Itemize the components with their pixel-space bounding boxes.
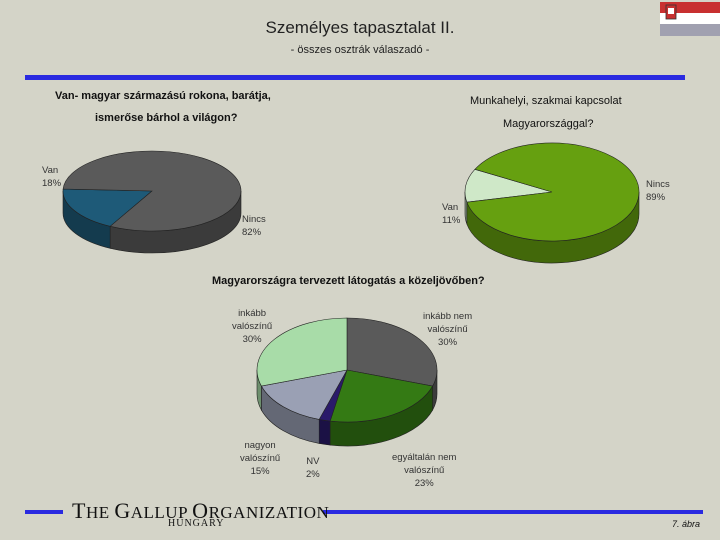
footer-rule-left bbox=[25, 510, 63, 514]
pie-1-slice-1 bbox=[62, 150, 242, 232]
chart3-label-inkabbnem: inkább nem valószínű 30% bbox=[423, 311, 473, 348]
chart3-question: Magyarországra tervezett látogatás a köz… bbox=[212, 275, 485, 287]
gallup-logo: THE GALLUP ORGANIZATION bbox=[72, 498, 330, 523]
pie-3-side-2 bbox=[318, 419, 331, 446]
pie-3-slice-4 bbox=[256, 317, 348, 387]
page-subtitle: - összes osztrák válaszadó - bbox=[290, 44, 430, 56]
chart2-question-line1: Munkahelyi, szakmai kapcsolat bbox=[470, 95, 622, 107]
pie-3-slice-1 bbox=[329, 369, 434, 423]
flag-logo-icon bbox=[660, 2, 720, 36]
pie-chart-3 bbox=[256, 317, 438, 447]
chart3-label-nagyon: nagyon valószínű 15% bbox=[240, 440, 281, 477]
chart3-label-inkabb: inkább valószínű 30% bbox=[232, 308, 273, 345]
chart3-label-nv: NV 2% bbox=[306, 456, 320, 480]
pie-2-slice-1 bbox=[466, 142, 640, 242]
pie-3-slice-0 bbox=[346, 317, 438, 387]
chart2-question-line2: Magyarországgal? bbox=[503, 118, 594, 130]
header-rule bbox=[25, 75, 685, 80]
chart1-label-van: Van 18% bbox=[42, 165, 62, 189]
page-number: 7. ábra bbox=[672, 519, 701, 529]
footer-rule-right bbox=[323, 510, 703, 514]
pie-3-slice-3 bbox=[260, 369, 348, 420]
chart2-label-nincs: Nincs 89% bbox=[646, 179, 670, 203]
pie-1-slice-0 bbox=[62, 188, 153, 227]
pie-chart-1 bbox=[62, 150, 242, 254]
chart2-label-van: Van 11% bbox=[442, 202, 461, 226]
gallup-country: HUNGARY bbox=[168, 518, 225, 529]
chart1-question-line1: Van- magyar származású rokona, barátja, bbox=[55, 90, 271, 102]
chart3-label-egyaltalan: egyáltalán nem valószínű 23% bbox=[392, 452, 457, 489]
chart1-label-nincs: Nincs 82% bbox=[242, 214, 266, 238]
chart1-question-line2: ismerőse bárhol a világon? bbox=[95, 112, 238, 124]
pie-chart-2 bbox=[464, 142, 640, 264]
page-title: Személyes tapasztalat II. bbox=[265, 18, 455, 37]
